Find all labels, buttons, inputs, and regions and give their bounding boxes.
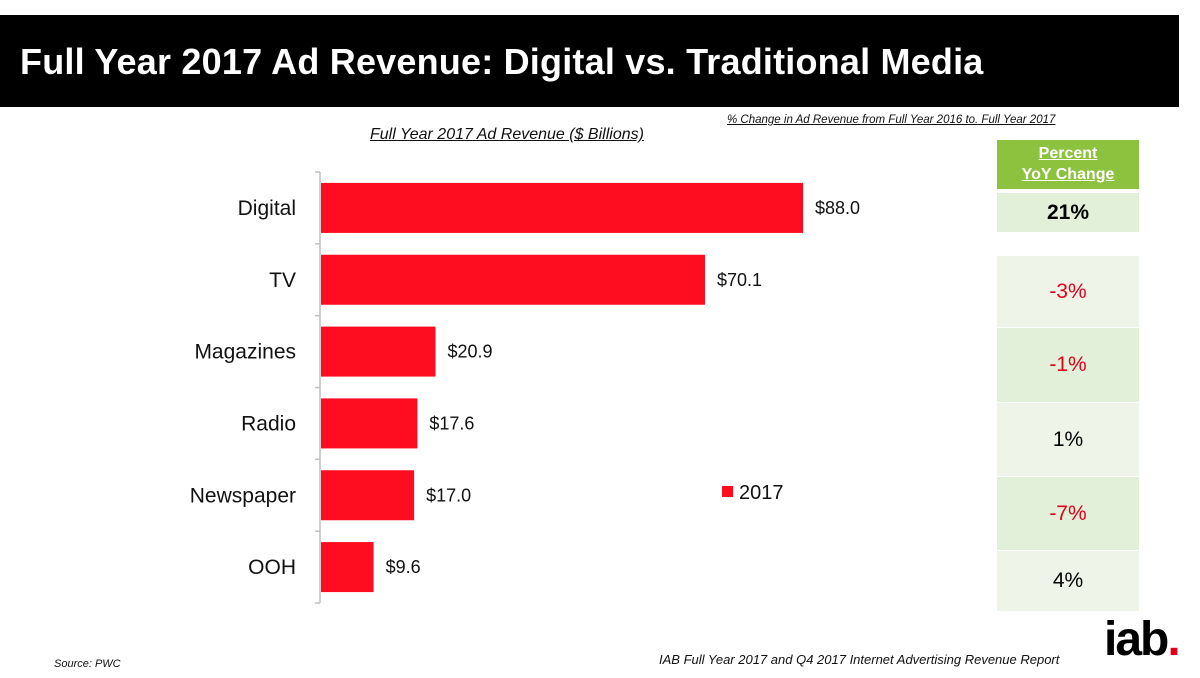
source-note: Source: PWC (54, 658, 121, 670)
yoy-cell: -7% (997, 477, 1139, 551)
legend-swatch (722, 486, 733, 497)
yoy-table-header: Percent YoY Change (997, 140, 1139, 189)
bar-tv (321, 254, 705, 305)
yoy-caption: % Change in Ad Revenue from Full Year 20… (727, 114, 1056, 126)
yoy-cell: -3% (997, 256, 1139, 328)
yoy-cell: 1% (997, 403, 1139, 477)
legend-label: 2017 (739, 482, 784, 504)
logo-text: iab (1104, 613, 1169, 666)
data-label: $70.1 (717, 270, 762, 290)
category-label: Magazines (194, 341, 296, 364)
chart-title: Full Year 2017 Ad Revenue ($ Billions) (370, 126, 644, 143)
yoy-header-line2: YoY Change (1021, 166, 1115, 183)
bar-ooh (321, 542, 374, 593)
data-label: $9.6 (386, 557, 421, 577)
title-bar: Full Year 2017 Ad Revenue: Digital vs. T… (0, 15, 1179, 107)
yoy-cell: 21% (997, 193, 1139, 233)
category-label: Radio (241, 412, 296, 435)
data-label: $17.6 (429, 413, 474, 433)
data-label: $88.0 (815, 198, 860, 218)
yoy-cell: -1% (997, 328, 1139, 403)
category-label: TV (269, 269, 296, 292)
data-label: $20.9 (447, 342, 492, 362)
yoy-cell: 4% (997, 551, 1139, 612)
iab-logo: iab. (1104, 613, 1181, 666)
bar-magazines (321, 326, 436, 377)
report-note: IAB Full Year 2017 and Q4 2017 Internet … (659, 652, 1060, 667)
bar-radio (321, 398, 418, 449)
logo-dot: . (1167, 613, 1180, 666)
category-label: Digital (238, 197, 296, 220)
data-label: $17.0 (426, 485, 471, 505)
bar-newspaper (321, 470, 415, 521)
bar-digital (321, 182, 803, 233)
slide-title: Full Year 2017 Ad Revenue: Digital vs. T… (20, 41, 984, 82)
yoy-header-line1: Percent (1038, 145, 1098, 162)
category-label: Newspaper (190, 484, 296, 507)
category-label: OOH (248, 556, 296, 579)
